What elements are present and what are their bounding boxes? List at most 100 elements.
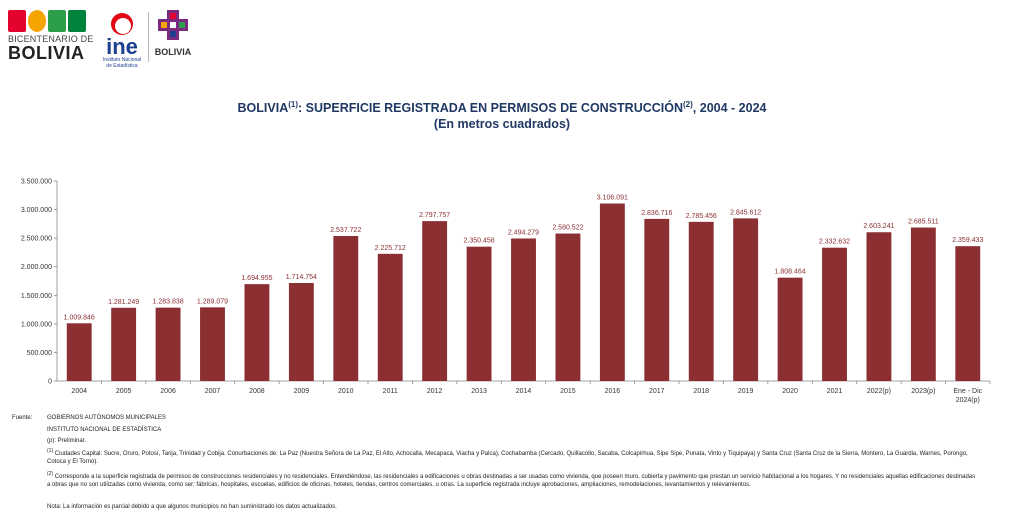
data-label: 2.785.456 — [686, 213, 717, 220]
note-1-text: Ciudades Capital: Sucre, Oruro, Potosí, … — [47, 451, 968, 465]
note-final: Nota: La información es parcial debido a… — [47, 504, 337, 510]
x-tick-label: 2019 — [738, 388, 754, 395]
chart-title-note-1: (1) — [288, 100, 299, 109]
data-label: 2.845.612 — [730, 209, 761, 216]
bar-Ene - Dic 2024(p) — [955, 246, 981, 381]
x-tick-label: 2009 — [294, 388, 310, 395]
bar-2014 — [511, 238, 536, 381]
estado-bolivia-text: BOLIVIA — [154, 47, 192, 57]
note-1-mark: (1) — [47, 448, 54, 454]
source-line-2: INSTITUTO NACIONAL DE ESTADÍSTICA — [47, 427, 162, 433]
note-2-mark: (2) — [47, 471, 54, 477]
chart-title-tail: , 2004 - 2024 — [692, 101, 767, 116]
x-tick-label: 2022(p) — [867, 388, 891, 395]
note-2: (2) Corresponde a la superficie registra… — [47, 470, 977, 489]
chart-title-main: BOLIVIA — [237, 101, 289, 116]
data-label: 1.283.838 — [152, 299, 183, 306]
ine-swoosh-icon — [111, 13, 133, 35]
source-line-1: GOBIERNOS AUTÓNOMOS MUNICIPALES — [47, 415, 166, 421]
bar-2004 — [66, 323, 92, 381]
y-tick-label: 1.500.000 — [21, 293, 52, 300]
chart-title: BOLIVIA(1): SUPERFICIE REGISTRADA EN PER… — [0, 100, 1004, 115]
x-tick-label: 2004 — [71, 388, 87, 395]
x-tick-label: 2006 — [160, 388, 176, 395]
data-label: 1.808.464 — [774, 269, 805, 276]
x-tick-label: 2021 — [827, 388, 843, 395]
data-label: 1.289.079 — [197, 298, 228, 305]
chakana-icon — [158, 10, 188, 40]
x-tick-label: 2014 — [516, 388, 532, 395]
bicentenario-darkgreen-icon — [68, 10, 86, 32]
y-tick-label: 0 — [48, 379, 52, 386]
x-tick-label: 2005 — [116, 388, 132, 395]
bar-2012 — [422, 221, 448, 381]
bar-chart: 0 500.000 1.000.000 1.500.000 2.000.000 2.500… — [21, 179, 991, 404]
y-tick-label: 2.500.000 — [21, 236, 52, 243]
bar-2006 — [155, 307, 181, 381]
note-preliminary: (p): Preliminar. — [47, 438, 87, 444]
source-label: Fuente: — [12, 415, 33, 421]
x-tick-label: 2011 — [383, 388, 398, 395]
data-label: 2.494.279 — [508, 229, 539, 236]
x-tick-label: 2018 — [693, 388, 709, 395]
bar-2018 — [688, 221, 714, 381]
bicentenario-green-icon — [48, 10, 66, 32]
data-label: 1.714.754 — [286, 274, 317, 281]
data-label: 1.009.846 — [64, 314, 95, 321]
x-tick-label: Ene - Dic 2024(p) — [953, 388, 982, 404]
bar-2017 — [644, 218, 670, 381]
bar-2011 — [377, 253, 403, 381]
logo-divider — [148, 12, 149, 62]
bar-2008 — [244, 284, 270, 381]
bar-2020 — [777, 277, 803, 381]
data-label: 2.836.716 — [641, 210, 672, 217]
bar-2016 — [599, 203, 625, 381]
x-tick-label: 2008 — [249, 388, 265, 395]
x-tick-label: 2023(p) — [911, 388, 935, 395]
x-tick-label: 2016 — [605, 388, 621, 395]
data-label: 2.359.433 — [952, 237, 983, 244]
chart-title-note-2: (2) — [683, 100, 693, 109]
chart-title-rest: : SUPERFICIE REGISTRADA EN PERMISOS DE C… — [298, 101, 684, 116]
y-tick-label: 1.000.000 — [21, 321, 52, 328]
x-tick-label: 2013 — [471, 388, 487, 395]
y-tick-label: 2.000.000 — [21, 264, 52, 271]
bicentenario-emblem-icon — [8, 10, 92, 32]
bar-2022(p) — [866, 232, 892, 381]
ine-text: ine — [106, 34, 138, 59]
data-label: 2.797.757 — [419, 212, 450, 219]
data-label: 2.225.712 — [375, 245, 406, 252]
x-tick-label: 2012 — [427, 388, 443, 395]
data-label: 2.332.632 — [819, 239, 850, 246]
x-tick-label: 2020 — [782, 388, 798, 395]
bicentenario-logo: BICENTENARIO DE BOLIVIA — [8, 10, 93, 66]
data-label: 2.603.241 — [863, 223, 894, 230]
ine-subtitle-2: de Estadística — [106, 63, 138, 69]
bar-2023(p) — [910, 227, 936, 381]
data-label: 2.580.522 — [552, 225, 583, 232]
estado-bolivia-logo: BOLIVIA — [150, 8, 196, 66]
bar-2005 — [111, 307, 137, 381]
bar-2007 — [200, 307, 225, 381]
bars — [66, 203, 981, 381]
bar-2013 — [466, 246, 492, 381]
x-tick-label: 2017 — [649, 388, 665, 395]
data-label: 3.106.091 — [597, 195, 628, 202]
x-tick-label: 2015 — [560, 388, 576, 395]
data-label: 2.537.722 — [330, 227, 361, 234]
x-tick-label: 2007 — [205, 388, 221, 395]
x-axis: 2004 2005 2006 2007 2008 2009 2010 2011 2012 2013… — [57, 380, 991, 404]
data-label: 1.694.955 — [241, 275, 272, 282]
ine-subtitle-1: Instituto Nacional — [102, 57, 142, 63]
data-label: 1.281.249 — [108, 299, 139, 306]
x-tick-label: 2010 — [338, 388, 354, 395]
bar-2010 — [333, 235, 359, 381]
data-labels: 1.009.846 1.281.249 1.283.838 1.289.079 1.69… — [64, 195, 984, 322]
bar-2019 — [733, 218, 759, 381]
y-tick-label: 3.500.000 — [21, 179, 52, 186]
note-1: (1) Ciudades Capital: Sucre, Oruro, Poto… — [47, 447, 977, 466]
y-axis: 0 500.000 1.000.000 1.500.000 2.000.000 2.500… — [21, 179, 58, 386]
data-label: 2.350.458 — [463, 238, 494, 245]
bicentenario-red-icon — [8, 10, 26, 32]
bar-2009 — [288, 283, 314, 381]
